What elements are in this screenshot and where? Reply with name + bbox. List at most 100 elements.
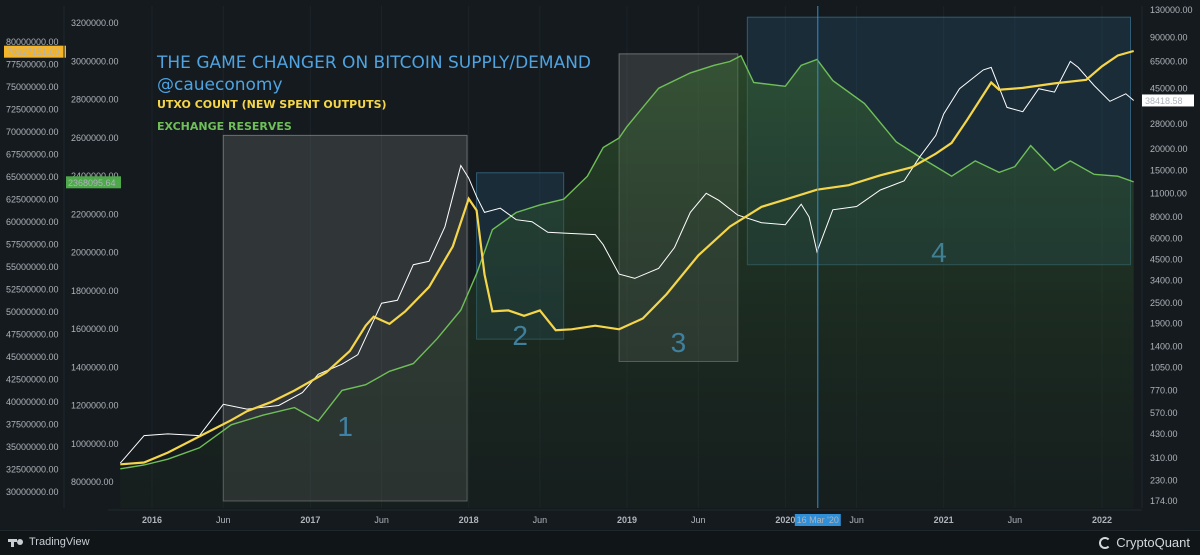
right-tick-label: 1050.00	[1150, 363, 1183, 373]
tradingview-logo: TradingView	[8, 536, 90, 548]
left-outer-tick-label: 37500000.00	[6, 420, 59, 430]
left-outer-tick-label: 32500000.00	[6, 465, 59, 475]
right-tick-label: 45000.00	[1150, 84, 1188, 94]
left-outer-tick-label: 65000000.00	[6, 172, 59, 182]
cryptoquant-logo: CryptoQuant	[1099, 535, 1190, 550]
left-outer-tick-label: 80000000.00	[6, 37, 59, 47]
utxo-current-badge	[4, 45, 66, 58]
x-tick-label: Jun	[1008, 515, 1023, 525]
reserves-area	[120, 55, 1134, 508]
left-inner-tick-label: 2400000.00	[71, 171, 119, 181]
left-outer-tick-label: 57500000.00	[6, 240, 59, 250]
left-inner-tick-label: 1800000.00	[71, 286, 119, 296]
x-axis: 2016 Jun 2017 Jun 2018 Jun 2019 Jun 2020 Jun 2021 J…	[108, 509, 1142, 525]
crosshair: 16 Mar '20	[794, 6, 841, 526]
left-outer-tick-label: 55000000.00	[6, 262, 59, 272]
price-current-badge	[1142, 94, 1194, 107]
left-inner-tick-label: 800000.00	[71, 477, 114, 487]
left-inner-tick-label: 1600000.00	[71, 324, 119, 334]
right-tick-label: 15000.00	[1150, 165, 1188, 175]
x-tick-label: Jun	[374, 515, 389, 525]
left-outer-tick-label: 62500000.00	[6, 195, 59, 205]
tradingview-icon	[8, 537, 24, 548]
left-outer-tick-label: 75000000.00	[6, 82, 59, 92]
left-outer-tick-label: 52500000.00	[6, 285, 59, 295]
left-outer-tick-label: 35000000.00	[6, 442, 59, 452]
x-tick-label: 2022	[1092, 515, 1112, 525]
right-tick-label: 310.00	[1150, 453, 1178, 463]
left-axis-outer: 80000000.00 77500000.00 75000000.00 7250000…	[4, 6, 66, 508]
chart-canvas: 1234 16 Mar '20 80000000.0077500000.0075…	[4, 5, 1194, 526]
reserves-current-badge	[66, 176, 121, 189]
left-outer-tick-label: 40000000.00	[6, 397, 59, 407]
left-outer-tick-label: 70000000.00	[6, 127, 59, 137]
legend-utxo: UTXO COUNT (NEW SPENT OUTPUTS)	[157, 98, 387, 111]
right-tick-label: 90000.00	[1150, 32, 1188, 42]
left-inner-tick-label: 2600000.00	[71, 133, 119, 143]
utxo-line	[120, 49, 1134, 466]
right-tick-label: 3400.00	[1150, 275, 1183, 285]
right-tick-label: 230.00	[1150, 475, 1178, 485]
right-tick-label: 65000.00	[1150, 56, 1188, 66]
legend-reserves: EXCHANGE RESERVES	[157, 120, 292, 133]
left-outer-tick-label: 47500000.00	[6, 330, 59, 340]
right-tick-label: 174.00	[1150, 496, 1178, 506]
right-tick-label: 8000.00	[1150, 212, 1183, 222]
tradingview-label: TradingView	[29, 536, 90, 548]
right-axis: 130000.00 90000.00 65000.00 45000.00 28000.0…	[1141, 5, 1194, 508]
x-tick-label: 2019	[617, 515, 637, 525]
right-tick-label: 570.00	[1150, 408, 1178, 418]
price-current-label: 38418.58	[1145, 96, 1183, 106]
reserves-line	[120, 54, 1134, 470]
x-tick-label: Jun	[849, 515, 864, 525]
right-tick-label: 28000.00	[1150, 119, 1188, 129]
left-outer-tick-label: 72500000.00	[6, 105, 59, 115]
right-tick-label: 11000.00	[1150, 188, 1187, 198]
left-inner-tick-label: 2200000.00	[71, 209, 119, 219]
left-inner-tick-label: 1400000.00	[71, 362, 119, 372]
reserves-current-label: 2368095.64	[68, 178, 116, 188]
right-tick-label: 4500.00	[1150, 255, 1183, 265]
utxo-current-label: 78927151.00	[7, 47, 60, 57]
left-outer-tick-label: 42500000.00	[6, 375, 59, 385]
left-outer-tick-label: 50000000.00	[6, 307, 59, 317]
x-tick-label: Jun	[533, 515, 548, 525]
legend: THE GAME CHANGER ON BITCOIN SUPPLY/DEMAN…	[156, 53, 591, 133]
left-outer-tick-label: 60000000.00	[6, 217, 59, 227]
right-tick-label: 20000.00	[1150, 144, 1188, 154]
chart-subtitle: @caueconomy	[157, 75, 283, 95]
left-inner-tick-label: 3200000.00	[71, 18, 119, 28]
left-outer-tick-label: 45000000.00	[6, 352, 59, 362]
left-inner-tick-label: 3000000.00	[71, 56, 119, 66]
left-inner-tick-label: 2000000.00	[71, 248, 119, 258]
right-tick-label: 2500.00	[1150, 298, 1183, 308]
right-tick-label: 6000.00	[1150, 233, 1183, 243]
left-inner-tick-label: 1000000.00	[71, 439, 119, 449]
x-tick-label: Jun	[216, 515, 231, 525]
x-tick-label: 2020	[775, 515, 795, 525]
right-tick-label: 430.00	[1150, 429, 1178, 439]
crosshair-date-box	[794, 514, 841, 526]
x-tick-label: 2016	[142, 515, 162, 525]
right-tick-label: 1400.00	[1150, 341, 1183, 351]
left-inner-tick-label: 2800000.00	[71, 95, 119, 105]
crosshair-date-label: 16 Mar '20	[797, 515, 839, 525]
right-tick-label: 1900.00	[1150, 319, 1183, 329]
left-outer-tick-label: 77500000.00	[6, 60, 59, 70]
left-outer-tick-label: 30000000.00	[6, 487, 59, 497]
right-tick-label: 130000.00	[1150, 5, 1193, 15]
left-axis-inner: 3200000.00 3000000.00 2800000.00 2600000.00…	[66, 18, 121, 487]
cryptoquant-icon	[1099, 536, 1112, 549]
chart-title: THE GAME CHANGER ON BITCOIN SUPPLY/DEMAN…	[156, 53, 591, 73]
btc-price-line	[119, 60, 1135, 464]
right-tick-label: 770.00	[1150, 386, 1178, 396]
x-tick-label: 2018	[459, 515, 479, 525]
footer-bar: TradingView CryptoQuant	[0, 530, 1200, 555]
left-inner-tick-label: 1200000.00	[71, 401, 119, 411]
x-tick-label: 2021	[934, 515, 954, 525]
x-tick-label: Jun	[691, 515, 706, 525]
series-layer	[119, 49, 1135, 470]
cryptoquant-label: CryptoQuant	[1116, 535, 1190, 550]
x-tick-label: 2017	[300, 515, 320, 525]
reserves-area-layer	[120, 55, 1134, 508]
